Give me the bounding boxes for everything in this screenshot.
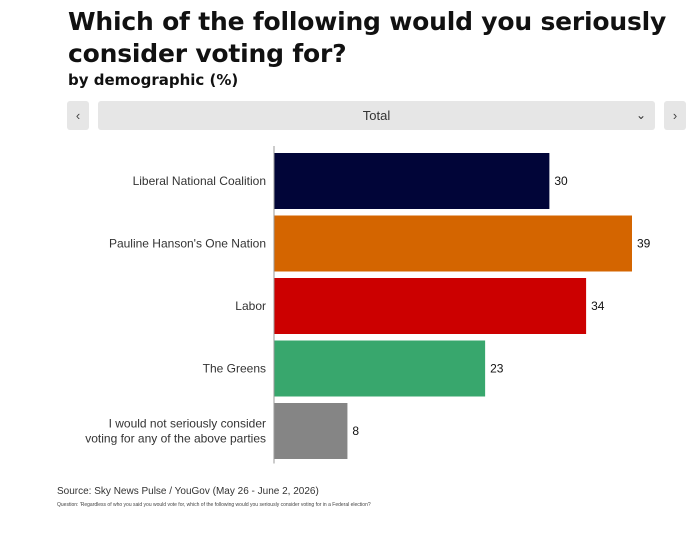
chevron-down-icon: ⌄ — [635, 108, 646, 122]
demographic-select-value: Total — [362, 108, 391, 123]
bar-chart: 30 Liberal National Coalition 39 Pauline Ha… — [85, 146, 651, 464]
chevron-right-icon: › — [672, 108, 678, 123]
data-label: 8 — [352, 424, 359, 438]
chart-subtitle: by demographic (%) — [68, 71, 239, 89]
bar — [274, 153, 550, 209]
category-label: Labor — [235, 299, 266, 313]
bar — [274, 340, 486, 397]
bar — [274, 403, 348, 459]
category-label: Pauline Hanson's One Nation — [109, 237, 266, 251]
chart-title: Which of the following would you serious… — [68, 7, 667, 68]
data-label: 39 — [637, 237, 651, 251]
source-note: Source: Sky News Pulse / YouGov (May 26 … — [57, 486, 319, 497]
demographic-select[interactable]: Total ⌄ — [98, 101, 655, 130]
question-note: Question: 'Regardless of who you said yo… — [57, 502, 371, 508]
data-label: 30 — [554, 174, 568, 188]
data-label: 23 — [490, 362, 504, 376]
category-label: I would not seriously consider voting for… — [85, 417, 266, 446]
bar — [274, 215, 632, 272]
data-label: 34 — [591, 299, 605, 313]
next-demographic-button[interactable]: › — [664, 101, 686, 130]
category-label: Liberal National Coalition — [133, 174, 266, 188]
bar — [274, 278, 587, 334]
previous-demographic-button[interactable]: ‹ — [67, 101, 89, 130]
category-label: The Greens — [203, 362, 266, 376]
chevron-left-icon: ‹ — [75, 108, 81, 123]
